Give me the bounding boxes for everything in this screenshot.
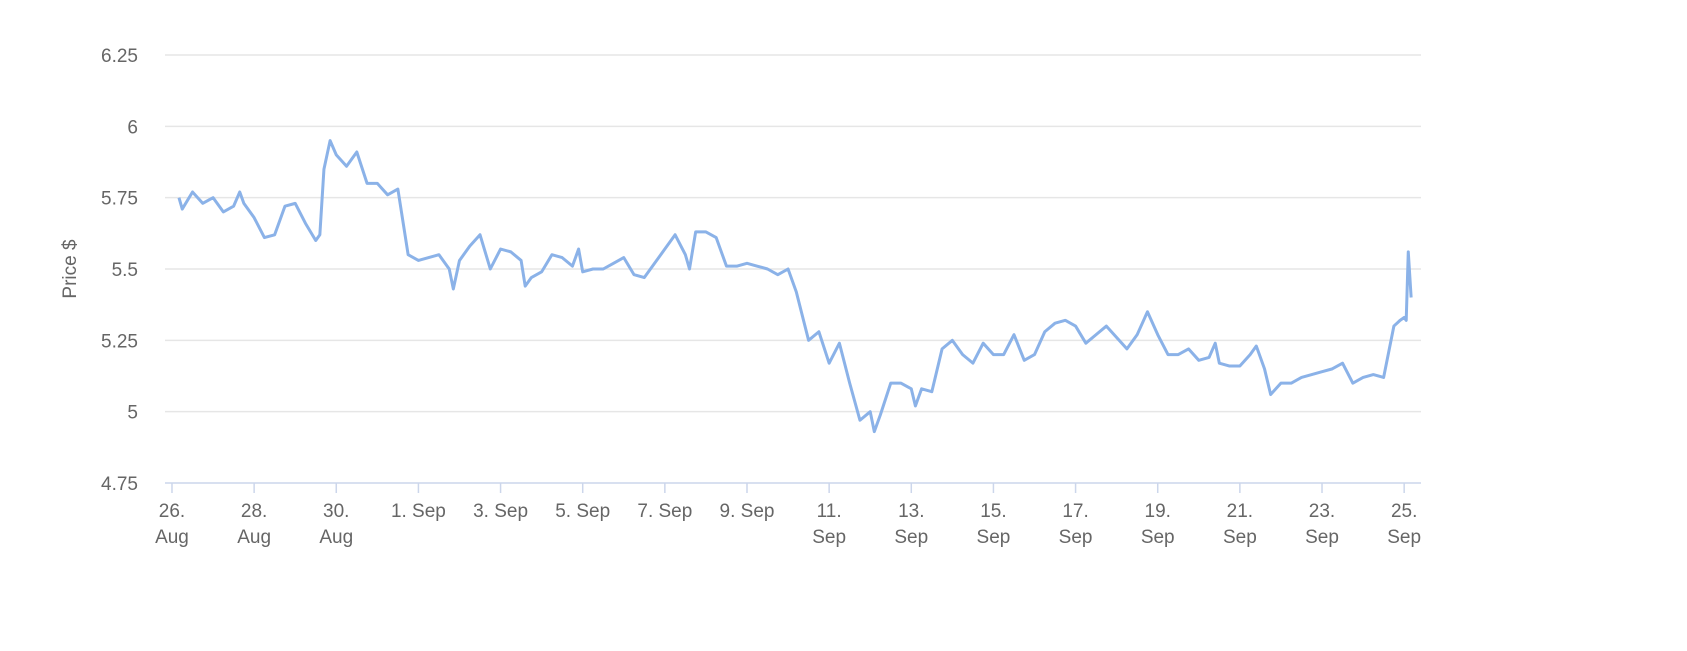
y-tick-label: 5 [127,403,138,424]
y-axis-label: Price $ [60,239,81,299]
x-tick-label: 23. Sep [1305,501,1339,548]
x-tick-label: 3. Sep [473,501,528,522]
x-tick-label: 7. Sep [637,501,692,522]
y-tick-label: 6.25 [101,46,138,67]
x-tick-label: 19. Sep [1141,501,1175,548]
x-tick-label: 1. Sep [391,501,446,522]
x-tick-label: 25. Sep [1387,501,1421,548]
y-tick-label: 5.75 [101,189,138,210]
x-tick-label: 11. Sep [812,501,846,548]
y-tick-label: 4.75 [101,474,138,495]
y-tick-label: 5.25 [101,331,138,352]
x-tick-label: 5. Sep [555,501,610,522]
x-tick-label: 17. Sep [1059,501,1093,548]
x-tick-label: 13. Sep [894,501,928,548]
y-tick-label: 6 [127,117,138,138]
x-tick-label: 28. Aug [237,501,271,548]
x-tick-label: 9. Sep [720,501,775,522]
x-tick-label: 30. Aug [319,501,353,548]
x-tick-label: 26. Aug [155,501,189,548]
price-line [177,139,1413,434]
x-tick-label: 15. Sep [977,501,1011,548]
y-tick-label: 5.5 [112,260,138,281]
x-tick-label: 21. Sep [1223,501,1257,548]
